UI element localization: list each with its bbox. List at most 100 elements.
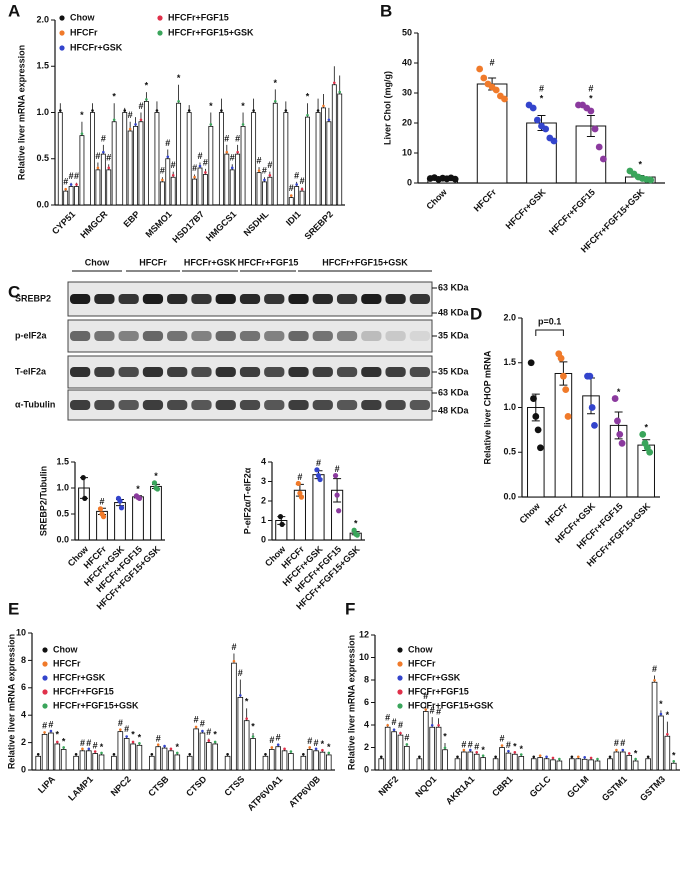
significance: *	[481, 745, 485, 755]
data-point	[480, 74, 488, 82]
bar	[74, 186, 79, 206]
bar-dot	[634, 757, 637, 761]
blot-band	[142, 367, 164, 377]
y-tick-label: 1.0	[503, 402, 516, 412]
y-tick-label: 0.0	[503, 491, 516, 501]
significance: #	[48, 719, 53, 729]
bar	[272, 102, 278, 206]
data-point	[550, 137, 558, 145]
bar	[473, 753, 480, 771]
group-label: Chow	[85, 257, 110, 267]
blot-band	[264, 367, 285, 377]
bar	[122, 112, 128, 206]
bar	[186, 755, 193, 771]
bar	[48, 732, 54, 771]
bar	[651, 681, 658, 771]
data-point	[618, 439, 626, 447]
bar-dot	[87, 747, 91, 751]
significance: *	[666, 710, 670, 720]
blot-band	[288, 331, 309, 341]
bar-dot	[430, 723, 434, 727]
y-tick-label: 10	[16, 627, 26, 637]
bar	[331, 84, 337, 206]
bar	[613, 751, 620, 771]
blot-band	[118, 331, 139, 341]
bar	[326, 754, 332, 771]
data-point	[336, 508, 342, 514]
significance: #	[165, 138, 170, 148]
significance: *	[213, 730, 217, 740]
significance: #	[267, 160, 272, 170]
data-point	[277, 514, 284, 520]
bar-dot	[75, 183, 78, 186]
bar-dot	[102, 150, 105, 154]
bar	[429, 726, 435, 771]
blot-band	[385, 367, 406, 377]
significance: #	[614, 738, 619, 748]
significance: #	[192, 163, 197, 173]
y-axis-label: Relative liver mRNA expression	[346, 635, 356, 770]
bar	[306, 749, 313, 771]
legend-label: HFCFr+FGF15	[168, 12, 229, 22]
bar-dot	[500, 744, 504, 747]
legend-label: HFCFr+GSK	[70, 42, 123, 52]
bar-dot	[74, 753, 78, 756]
y-tick-label: 2	[261, 495, 266, 505]
bar-dot	[418, 755, 421, 759]
bar-dot	[264, 753, 267, 756]
blot-band	[336, 367, 358, 377]
y-tick-label: 0.5	[56, 508, 69, 518]
blot-band	[70, 400, 91, 410]
bar	[670, 762, 677, 771]
bar-dot	[386, 723, 389, 727]
data-point	[534, 426, 542, 434]
data-point	[639, 430, 647, 438]
bar	[224, 755, 231, 771]
bar-dot	[424, 708, 428, 711]
bar-dot	[207, 739, 211, 742]
bar	[143, 101, 149, 206]
significance: #	[42, 721, 47, 731]
bar	[378, 758, 385, 771]
bar	[313, 750, 319, 771]
bar-dot	[175, 751, 179, 755]
significance: #	[316, 458, 321, 468]
significance: #	[101, 133, 106, 143]
bar-dot	[251, 735, 255, 738]
bar-dot	[134, 123, 137, 126]
bar-dot	[589, 756, 593, 760]
bar-dot	[201, 729, 204, 733]
bar	[269, 749, 275, 771]
blot-band	[361, 294, 382, 304]
bar-dot	[204, 171, 207, 174]
data-point	[591, 422, 598, 429]
blot-band	[118, 367, 139, 377]
data-point	[314, 467, 320, 473]
bar	[537, 757, 543, 771]
blot-band	[94, 294, 115, 304]
bar	[86, 750, 92, 771]
bar-dot	[155, 109, 159, 112]
bar	[251, 112, 257, 206]
blot-band	[167, 294, 188, 304]
bar	[176, 102, 182, 206]
blot-band	[288, 367, 309, 377]
blot-band	[215, 400, 236, 410]
data-point	[354, 532, 360, 538]
bar-dot	[236, 150, 239, 154]
significance: #	[335, 464, 340, 474]
bar-dot	[100, 751, 103, 755]
bar	[68, 186, 74, 206]
bar	[149, 755, 155, 771]
bar	[208, 125, 214, 206]
data-point	[591, 125, 599, 133]
y-axis-label: Relative liver mRNA expression	[16, 45, 26, 180]
group-label: HFCFr+FGF15	[238, 257, 299, 267]
bar	[299, 190, 305, 206]
legend-marker	[59, 45, 65, 51]
bar-dot	[169, 747, 173, 751]
blot-band	[191, 400, 212, 410]
data-point	[532, 413, 540, 420]
bar	[117, 731, 124, 771]
bar-dot	[80, 132, 84, 135]
